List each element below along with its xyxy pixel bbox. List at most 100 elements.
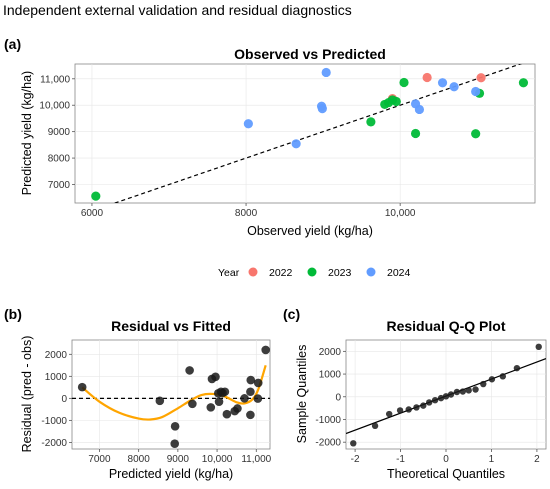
legend-title: Year [218, 267, 240, 279]
y-tick-label: 0 [335, 392, 341, 403]
qq-point [459, 388, 467, 395]
y-tick-label: 2000 [45, 350, 68, 361]
plot-a-grid [75, 64, 535, 203]
qq-point [437, 394, 445, 402]
qq-point [385, 410, 393, 418]
y-tick-label: 1000 [45, 372, 68, 383]
qq-point [499, 373, 507, 380]
data-point-2024 [317, 104, 327, 114]
plot-c-points [350, 343, 542, 447]
residual-point [188, 399, 197, 409]
y-tick-label: -2000 [315, 438, 341, 449]
qq-point [396, 407, 404, 414]
y-tick-label: 2000 [319, 347, 342, 358]
data-point-2023 [366, 117, 376, 127]
plot-a-xlabel: Observed yield (kg/ha) [247, 224, 373, 238]
x-tick-label: 10,000 [202, 454, 233, 465]
residual-point [253, 394, 263, 403]
plot-a-ylabel: Predicted yield (kg/ha) [20, 71, 34, 195]
x-tick-label: 1 [489, 454, 495, 465]
y-tick-label: 8000 [48, 154, 71, 165]
legend-label-2023: 2023 [328, 267, 352, 279]
plot-a-points [91, 67, 529, 201]
data-point-2023 [410, 128, 421, 139]
data-point-2022 [422, 72, 432, 83]
qq-point [431, 396, 439, 404]
plot-b-area [71, 339, 271, 450]
data-point-2023 [399, 77, 409, 88]
x-tick-label: 6000 [81, 208, 104, 219]
y-tick-label: -1000 [315, 415, 341, 426]
plot-c-ylabel: Sample Quantiles [295, 345, 309, 444]
panel-a-observed-vs-predicted: 6000 8000 10,000 7000 8000 9000 10,000 11,000 O… [20, 46, 536, 238]
x-tick-label: 2 [534, 454, 540, 465]
qq-point [480, 380, 487, 388]
y-tick-label: -2000 [41, 438, 67, 449]
panel-c-qq-plot: -2 -1 0 1 2 -2000 -1000 0 1000 2000 Residual Q-Q … [295, 318, 547, 481]
residual-point [155, 396, 165, 406]
panel-b-residual-vs-fitted: 7000 8000 9000 10,000 11,000 -2000 -1000 0 1000 2… [20, 318, 272, 481]
plot-a-title: Observed vs Predicted [234, 46, 386, 62]
panel-tag-c: (c) [283, 306, 301, 322]
x-tick-label: 11,000 [241, 454, 271, 465]
plot-a-ticks: 6000 8000 10,000 7000 8000 9000 10,000 11,000 [39, 74, 415, 219]
qq-point [513, 364, 521, 372]
x-tick-label: -2 [351, 454, 360, 465]
plot-b-ylabel: Residual (pred - obs) [20, 336, 34, 453]
qq-point [425, 399, 433, 406]
legend-label-2022: 2022 [269, 267, 293, 279]
qq-point [447, 391, 455, 398]
plot-b-title: Residual vs Fitted [111, 318, 231, 334]
plot-a-area [74, 63, 536, 204]
x-tick-label: 7000 [88, 454, 111, 465]
residual-point [233, 404, 242, 413]
qq-point [413, 404, 420, 411]
qq-point [405, 406, 412, 413]
x-tick-label: 9000 [167, 454, 190, 465]
y-tick-label: 9000 [48, 127, 71, 138]
x-tick-label: 0 [443, 454, 449, 465]
data-point-2023 [91, 191, 101, 201]
data-point-2023 [518, 78, 529, 88]
residual-point [246, 375, 256, 385]
y-tick-label: 1000 [319, 370, 342, 381]
data-point-2024 [471, 86, 481, 97]
qq-point [472, 386, 479, 393]
legend-label-2024: 2024 [387, 267, 411, 279]
data-point-2024 [414, 104, 425, 115]
residual-point [253, 378, 263, 388]
data-point-2024 [449, 82, 459, 92]
data-point-2024 [291, 139, 301, 149]
residual-point [185, 366, 194, 375]
legend-marker-2024 [366, 267, 376, 277]
x-tick-label: -1 [396, 454, 405, 465]
qq-point [442, 393, 450, 400]
smoother-curve [81, 364, 267, 421]
qq-point [420, 402, 427, 409]
residual-point [206, 403, 216, 412]
residual-point [170, 422, 180, 431]
y-tick-label: 10,000 [39, 101, 70, 112]
legend: Year 2022 2023 2024 [218, 267, 411, 279]
residual-point [240, 394, 249, 403]
plot-b-smoother [81, 364, 267, 421]
plot-c-title: Residual Q-Q Plot [386, 318, 505, 334]
residual-point [246, 410, 255, 420]
data-point-2024 [243, 119, 253, 129]
residual-point [77, 382, 87, 392]
data-point-2023 [391, 96, 401, 107]
x-tick-label: 10,000 [385, 208, 416, 219]
qq-point [371, 422, 379, 430]
plot-c-xlabel: Theoretical Quantiles [387, 467, 505, 481]
x-tick-label: 8000 [128, 454, 151, 465]
panel-tag-b: (b) [4, 306, 22, 322]
y-tick-label: 0 [61, 394, 67, 405]
y-tick-label: 7000 [48, 180, 71, 191]
y-tick-label: 11,000 [40, 74, 70, 85]
plot-b-xlabel: Predicted yield (kg/ha) [109, 467, 233, 481]
plot-b-points [77, 345, 270, 449]
residual-point [261, 345, 270, 355]
qq-point [453, 388, 461, 396]
panel-tag-a: (a) [4, 36, 22, 52]
